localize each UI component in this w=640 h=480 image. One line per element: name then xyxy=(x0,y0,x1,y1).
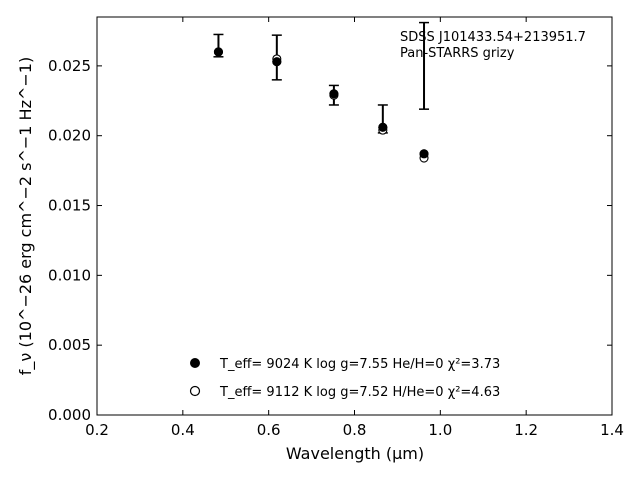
legend: T_eff= 9024 K log g=7.55 He/H=0 χ²=3.73 … xyxy=(189,357,500,400)
y-tick-label: 0.010 xyxy=(48,266,91,284)
model-point-series-1-top xyxy=(272,57,282,67)
y-tick-label: 0.020 xyxy=(48,127,91,145)
plot-frame xyxy=(96,16,613,416)
error-bar xyxy=(419,21,430,110)
legend-marker-series-1 xyxy=(190,358,200,368)
x-tick-label: 1.2 xyxy=(514,421,538,439)
x-tick-label: 0.6 xyxy=(257,421,281,439)
annotation-object-name: SDSS J101433.54+213951.7 xyxy=(400,30,586,45)
model-point-series-1-top xyxy=(213,47,224,57)
y-tick-label: 0.000 xyxy=(48,406,91,424)
y-tick-label: 0.015 xyxy=(48,197,91,215)
x-tick-label: 0.8 xyxy=(343,421,367,439)
y-tick-label: 0.005 xyxy=(48,336,91,354)
x-tick-label: 0.2 xyxy=(85,421,109,439)
model-point-series-1-top xyxy=(329,89,339,99)
x-tick-label: 1.0 xyxy=(428,421,452,439)
x-axis-label: Wavelength (μm) xyxy=(286,444,424,463)
y-axis-label: f_ν (10^−26 erg cm^−2 s^−1 Hz^−1) xyxy=(16,57,36,375)
annotation-survey: Pan-STARRS grizy xyxy=(400,46,515,61)
model-point-series-1-top xyxy=(419,149,429,159)
legend-marker-series-2 xyxy=(189,385,201,397)
x-tick-label: 0.4 xyxy=(171,421,195,439)
error-bars xyxy=(213,21,430,134)
legend-label-series-2: T_eff= 9112 K log g=7.52 H/He=0 χ²=4.63 xyxy=(219,385,500,400)
legend-label-series-1: T_eff= 9024 K log g=7.55 He/H=0 χ²=3.73 xyxy=(219,357,500,372)
model-point-series-1-top xyxy=(378,122,388,132)
axis-ticks: 0.2 0.4 0.6 0.8 1.0 1.2 1.4 0.000 0.005 0.010 0.01… xyxy=(48,17,624,439)
data-points xyxy=(213,47,429,163)
y-tick-label: 0.025 xyxy=(48,57,91,75)
x-tick-label: 1.4 xyxy=(600,421,624,439)
